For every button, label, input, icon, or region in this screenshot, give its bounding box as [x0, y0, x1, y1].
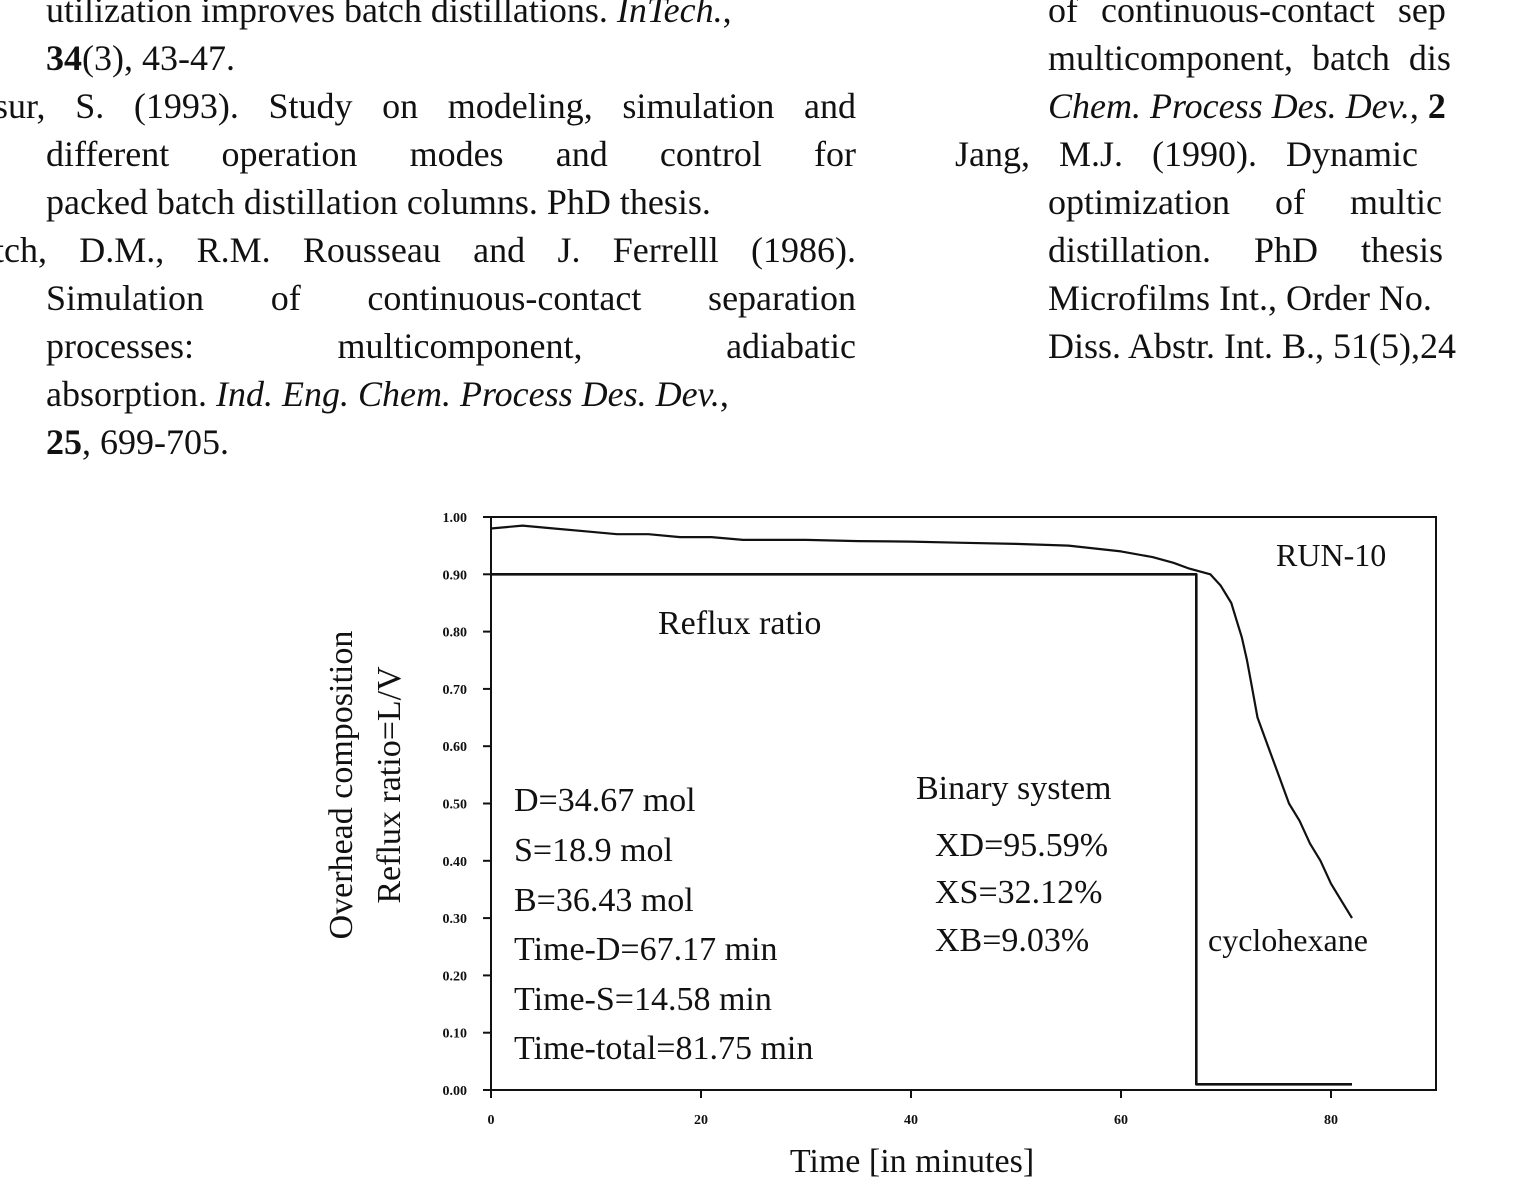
right-ref2-line5: Diss. Abstr. Int. B., 51(5),24 — [1048, 326, 1457, 366]
binary-value-xd: XD=95.59% — [935, 827, 1108, 864]
y-tick-label: 0.10 — [443, 1027, 468, 1042]
x-axis-ticks: 0 20 40 60 80 — [488, 1090, 1338, 1128]
component-label: cyclohexane — [1208, 922, 1368, 958]
y-tick-label: 0.30 — [443, 912, 468, 927]
plot-frame — [490, 516, 1437, 1091]
x-tick-label: 0 — [488, 1113, 495, 1128]
right-ref2-line3: distillation. PhD thesis — [1048, 230, 1444, 270]
y-axis-label-line1: Overhead composition — [323, 631, 360, 940]
stat-line-4: Time-D=67.17 min — [514, 931, 778, 968]
x-tick-label: 40 — [904, 1113, 918, 1128]
left-ref3-line3: processes: multicomponent, adiabatic — [46, 326, 856, 366]
left-ref2-line1: sur, S. (1993). Study on modeling, simul… — [0, 86, 856, 126]
series-layer — [490, 524, 1353, 1086]
left-ref2-line2: different operation modes and control fo… — [46, 134, 856, 174]
stat-line-5: Time-S=14.58 min — [514, 981, 772, 1018]
y-tick-label: 1.00 — [443, 511, 468, 526]
right-ref1-line3: Chem. Process Des. Dev., 2 — [1048, 86, 1446, 126]
left-ref3-line4: absorption. Ind. Eng. Chem. Process Des.… — [46, 374, 729, 414]
left-ref3-line1: tch, D.M., R.M. Rousseau and J. Ferrelll… — [0, 230, 856, 270]
x-tick-label: 60 — [1114, 1113, 1128, 1128]
y-tick-label: 0.00 — [443, 1084, 468, 1099]
left-ref1-line2: 34(3), 43-47. — [46, 38, 235, 78]
y-axis-label-line2: Reflux ratio=L/V — [371, 666, 408, 904]
left-reference-column: utilization improves batch distillations… — [0, 0, 856, 466]
binary-system-title: Binary system — [916, 770, 1111, 807]
binary-value-xb: XB=9.03% — [935, 922, 1089, 959]
stat-line-2: S=18.9 mol — [514, 832, 673, 869]
y-tick-label: 0.60 — [443, 740, 468, 755]
right-ref1-line2: multicomponent, batch dis — [1048, 38, 1451, 78]
x-tick-label: 20 — [694, 1113, 708, 1128]
left-ref2-line3: packed batch distillation columns. PhD t… — [46, 182, 711, 222]
series-line-cyclohexane — [490, 524, 1353, 919]
reflux-ratio-label: Reflux ratio — [658, 605, 821, 642]
left-ref3-line5: 25, 699-705. — [46, 422, 229, 462]
y-tick-label: 0.40 — [443, 855, 468, 870]
series-line-reflux-ratio — [491, 572, 1352, 1086]
stat-line-3: B=36.43 mol — [514, 882, 694, 919]
y-tick-label: 0.80 — [443, 626, 468, 641]
binary-value-xs: XS=32.12% — [935, 874, 1102, 911]
y-tick-label: 0.20 — [443, 969, 468, 984]
x-axis-label: Time [in minutes] — [790, 1143, 1034, 1180]
right-ref2-line2: optimization of multic — [1048, 182, 1442, 222]
y-tick-label: 0.90 — [443, 568, 468, 583]
y-tick-label: 0.50 — [443, 798, 468, 813]
x-tick-label: 80 — [1324, 1113, 1338, 1128]
stat-line-6: Time-total=81.75 min — [514, 1030, 813, 1067]
right-reference-column: of continuous-contact sep multicomponent… — [955, 0, 1517, 370]
right-ref2-line1: Jang, M.J. (1990). Dynamic — [955, 134, 1418, 174]
stat-line-1: D=34.67 mol — [514, 782, 696, 819]
right-ref1-line1: of continuous-contact sep — [1048, 0, 1446, 30]
y-tick-label: 0.70 — [443, 683, 468, 698]
left-ref3-line2: Simulation of continuous-contact separat… — [46, 278, 856, 318]
left-ref1-line1: utilization improves batch distillations… — [46, 0, 732, 30]
y-axis-ticks: 0.00 0.10 0.20 0.30 0.40 0.50 0.60 0.70 0.80 0.90… — [443, 511, 491, 1099]
right-ref2-line4: Microfilms Int., Order No. — [1048, 278, 1432, 318]
chart-title: RUN-10 — [1276, 537, 1386, 573]
